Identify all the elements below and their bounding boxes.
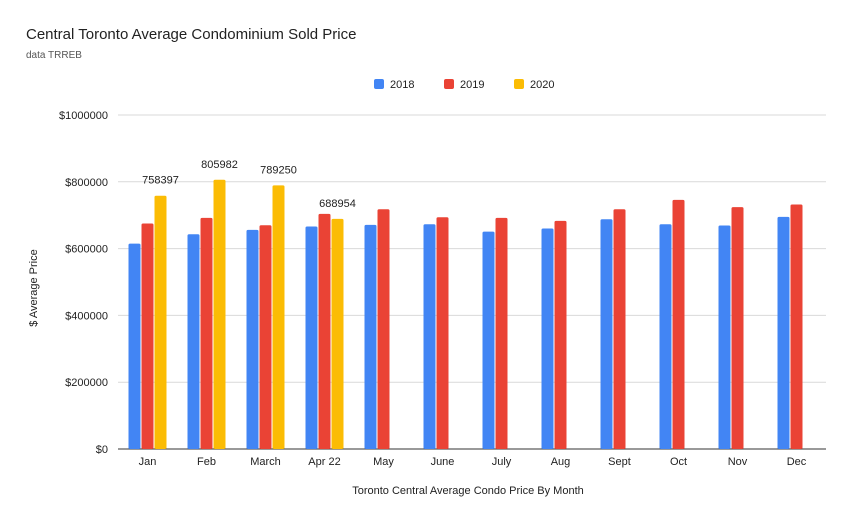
- x-tick-label: Sept: [608, 456, 631, 468]
- y-tick-label: $800000: [65, 177, 108, 189]
- y-tick-label: $200000: [65, 377, 108, 389]
- y-axis-title: $ Average Price: [28, 249, 40, 326]
- grid-lines: [118, 114, 826, 450]
- x-tick-label: May: [373, 456, 394, 468]
- data-labels: 758397 805982 789250 688954: [142, 159, 356, 210]
- bars: [128, 179, 803, 450]
- bar-2018-dec: [777, 216, 790, 449]
- data-label: 805982: [201, 159, 238, 171]
- legend-label-2020: 2020: [530, 79, 554, 91]
- x-tick-label: Aug: [551, 456, 571, 468]
- legend-swatch-2020: [514, 79, 524, 89]
- x-tick-label: Nov: [728, 456, 748, 468]
- data-label: 758397: [142, 175, 179, 187]
- x-tick-label: Jan: [139, 456, 157, 468]
- y-tick-label: $0: [96, 444, 108, 456]
- bar-2019-dec: [790, 204, 803, 449]
- data-label: 789250: [260, 164, 297, 176]
- x-tick-label: June: [431, 456, 455, 468]
- data-label: 688954: [319, 198, 356, 210]
- y-tick-label: $1000000: [59, 110, 108, 122]
- bar-2019-oct: [672, 199, 685, 449]
- chart-subtitle: data TRREB: [26, 50, 82, 61]
- bar-2018-may: [364, 224, 377, 449]
- x-tick-label: Dec: [787, 456, 807, 468]
- bar-2019-june: [436, 217, 449, 449]
- bar-2019-may: [377, 209, 390, 449]
- bar-2018-june: [423, 224, 436, 449]
- bar-2020-feb: [213, 179, 226, 450]
- bar-2019-aug: [554, 220, 567, 449]
- y-axis-ticks: $0 $200000 $400000 $600000 $800000 $1000000: [59, 110, 108, 456]
- bar-2020-apr-22: [331, 218, 344, 449]
- chart-title: Central Toronto Average Condominium Sold…: [26, 26, 357, 43]
- bar-2019-apr-22: [318, 213, 331, 449]
- bar-2018-oct: [659, 224, 672, 449]
- x-axis-title: Toronto Central Average Condo Price By M…: [352, 485, 584, 497]
- bar-2018-nov: [718, 225, 731, 449]
- bar-2019-feb: [200, 217, 213, 449]
- bar-2018-march: [246, 229, 259, 449]
- bar-2020-march: [272, 185, 285, 449]
- bar-2019-march: [259, 225, 272, 449]
- bar-2018-july: [482, 231, 495, 449]
- x-tick-label: Feb: [197, 456, 216, 468]
- bar-2018-feb: [187, 234, 200, 449]
- bar-2018-jan: [128, 243, 141, 449]
- bar-2018-apr-22: [305, 226, 318, 449]
- x-tick-label: July: [492, 456, 512, 468]
- bar-2019-sept: [613, 209, 626, 449]
- bar-2018-sept: [600, 219, 613, 449]
- x-axis-ticks: Jan Feb March Apr 22 May June July Aug Sept Oct No…: [139, 456, 807, 468]
- legend: 2018 2019 2020: [374, 79, 554, 91]
- legend-swatch-2018: [374, 79, 384, 89]
- bar-2020-jan: [154, 195, 167, 449]
- legend-label-2019: 2019: [460, 79, 484, 91]
- y-tick-label: $400000: [65, 310, 108, 322]
- x-tick-label: Apr 22: [308, 456, 340, 468]
- bar-2019-nov: [731, 207, 744, 449]
- bar-2019-july: [495, 217, 508, 449]
- legend-label-2018: 2018: [390, 79, 414, 91]
- y-tick-label: $600000: [65, 244, 108, 256]
- legend-swatch-2019: [444, 79, 454, 89]
- bar-2018-aug: [541, 228, 554, 449]
- bar-2019-jan: [141, 223, 154, 449]
- x-tick-label: March: [250, 456, 281, 468]
- x-tick-label: Oct: [670, 456, 687, 468]
